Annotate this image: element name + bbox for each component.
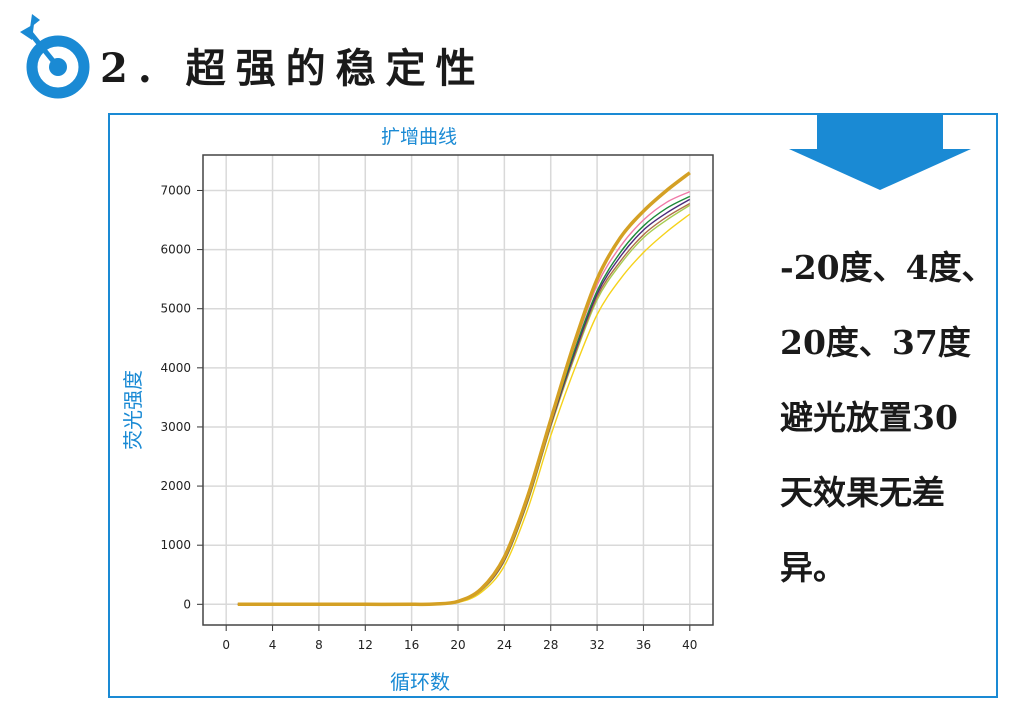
description-line: 天效果无差 — [780, 473, 945, 512]
y-tick-label: 0 — [183, 597, 191, 611]
description-line: 20度、37度 — [780, 323, 971, 362]
series-line — [237, 202, 691, 606]
description-line: 避光放置30 — [780, 398, 958, 437]
series-line — [237, 195, 691, 606]
description: -20度、4度、 20度、37度 避光放置30 天效果无差 异。 — [780, 230, 995, 605]
y-tick-label: 7000 — [160, 183, 191, 197]
x-tick-label: 36 — [636, 638, 651, 652]
y-tick-label: 4000 — [160, 361, 191, 375]
chart-panel — [108, 113, 998, 698]
x-tick-label: 24 — [497, 638, 512, 652]
page-title: 2. 超强的稳定性 — [100, 45, 486, 92]
chart-title: 扩增曲线 — [381, 126, 457, 148]
target-arrow-icon — [20, 14, 90, 99]
x-tick-label: 32 — [589, 638, 604, 652]
down-arrow-icon — [789, 113, 971, 190]
y-tick-label: 5000 — [160, 302, 191, 316]
y-tick-label: 6000 — [160, 243, 191, 257]
plot-frame — [202, 154, 714, 626]
y-tick-label: 3000 — [160, 420, 191, 434]
x-tick-label: 28 — [543, 638, 558, 652]
x-tick-label: 0 — [222, 638, 230, 652]
y-axis-label: 荧光强度 — [121, 370, 145, 450]
series-line — [237, 171, 691, 607]
x-axis-label: 循环数 — [390, 670, 450, 694]
amplification-chart: 扩增曲线 循环数 荧光强度 0 4 8 12 16 20 24 28 32 36 40 0 1000 20… — [121, 126, 714, 694]
description-line: -20度、4度、 — [780, 248, 995, 287]
x-tick-label: 12 — [358, 638, 373, 652]
y-tick-label: 2000 — [160, 479, 191, 493]
x-tick-label: 8 — [315, 638, 323, 652]
description-line: 异。 — [780, 548, 846, 587]
x-tick-label: 40 — [682, 638, 697, 652]
x-tick-label: 4 — [269, 638, 277, 652]
x-tick-label: 16 — [404, 638, 419, 652]
x-tick-label: 20 — [450, 638, 465, 652]
y-tick-label: 1000 — [160, 538, 191, 552]
